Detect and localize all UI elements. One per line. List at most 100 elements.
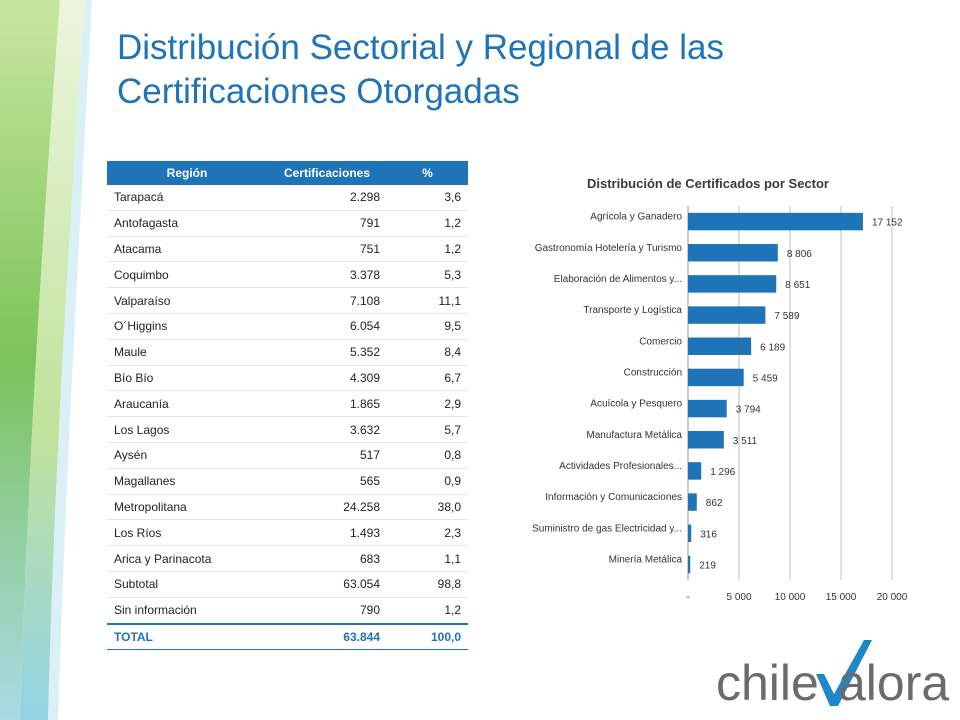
cell-region: Magallanes [107, 468, 267, 495]
table-row: Arica y Parinacota 683 1,1 [107, 545, 468, 572]
category-label: Gastronomía Hotelería y Turismo [535, 243, 683, 254]
category-label: Construcción [624, 367, 682, 378]
table-row: Sin información 790 1,2 [107, 597, 468, 623]
cell-region: Valparaíso [107, 287, 267, 314]
region-table: Región Certificaciones % Tarapacá 2.298 3,… [107, 161, 468, 651]
table-row: Antofagasta 791 1,2 [107, 210, 468, 237]
category-label: Acuícola y Pesquero [590, 399, 682, 410]
cell-certificaciones: 565 [267, 468, 387, 495]
chart-title: Distribución de Certificados por Sector [587, 176, 829, 191]
cell-region: Atacama [107, 236, 267, 263]
value-label: 219 [699, 560, 716, 571]
cell-certificaciones: 3.632 [267, 416, 387, 443]
cell-percent: 0,8 [387, 442, 468, 469]
table-body: Tarapacá 2.298 3,6 Antofagasta 791 1,2 Atacama… [107, 185, 468, 624]
value-label: 8 806 [787, 249, 812, 260]
value-label: 862 [706, 498, 723, 509]
table-row: Coquimbo 3.378 5,3 [107, 261, 468, 289]
cell-certificaciones: 3.378 [267, 261, 387, 289]
cell-region: Los Ríos [107, 519, 267, 547]
cell-percent: 5,7 [387, 416, 468, 443]
cell-certificaciones: 63.054 [267, 571, 387, 598]
cell-percent: 98,8 [387, 571, 468, 598]
bar [688, 306, 766, 324]
table-row: Atacama 751 1,2 [107, 236, 468, 263]
category-label: Actividades Profesionales... [559, 461, 682, 472]
chart-bars [688, 212, 863, 574]
x-tick-label: - [686, 592, 689, 603]
table-row: Los Ríos 1.493 2,3 [107, 519, 468, 547]
chart-value-labels: 17 152 8 806 8 651 7 589 6 189 5 459 3 794 3 51… [699, 218, 903, 572]
table-row: Magallanes 565 0,9 [107, 468, 468, 495]
cell-region: Metropolitana [107, 494, 267, 521]
total-pct: 100,0 [387, 622, 468, 651]
cell-percent: 6,7 [387, 365, 468, 392]
category-label: Transporte y Logística [583, 305, 682, 316]
total-label: TOTAL [107, 622, 267, 651]
x-tick-label: 10 000 [775, 592, 806, 603]
x-tick-label: 5 000 [726, 592, 751, 603]
header-percent: % [387, 161, 468, 185]
cell-certificaciones: 790 [359, 603, 380, 618]
slide-title: Distribución Sectorial y Regional de las… [117, 28, 724, 111]
cell-percent: 5,3 [387, 261, 468, 289]
cell-region: Tarapacá [107, 185, 267, 211]
header-certificaciones: Certificaciones [267, 161, 387, 185]
cell-region: Los Lagos [107, 416, 267, 443]
value-label: 3 511 [733, 436, 758, 447]
category-label: Suministro de gas Electricidad y... [532, 523, 682, 534]
cell-percent: 1,2 [387, 210, 468, 237]
table-row: Metropolitana 24.258 38,0 [107, 494, 468, 521]
value-label: 17 152 [872, 218, 903, 229]
cell-percent: 3,6 [387, 185, 468, 211]
cell-percent: 38,0 [387, 494, 468, 521]
chart-grid [687, 206, 893, 580]
value-label: 3 794 [736, 405, 761, 416]
cell-certificaciones: 1.865 [267, 390, 387, 418]
x-tick-label: 15 000 [826, 592, 857, 603]
cell-region: Bío Bío [107, 365, 267, 392]
bar [688, 462, 702, 480]
category-label: Comercio [639, 336, 682, 347]
cell-percent: 2,3 [387, 519, 468, 547]
decorative-left-strip [0, 0, 100, 720]
cell-region: Araucanía [107, 390, 267, 418]
cell-certificaciones: 2.298 [267, 185, 387, 211]
table-total-row: TOTAL 63.844 100,0 [107, 622, 468, 651]
cell-percent: 1,1 [387, 545, 468, 572]
cell-certificaciones: 6.054 [267, 313, 387, 340]
cell-certificaciones: 7.108 [267, 287, 387, 314]
cell-region: Aysén [107, 442, 267, 469]
category-label: Elaboración de Alimentos y... [554, 274, 682, 285]
bar [688, 524, 692, 542]
cell-region: Subtotal [107, 571, 267, 598]
table-row: Bío Bío 4.309 6,7 [107, 365, 468, 392]
value-label: 8 651 [785, 280, 810, 291]
cell-percent: 11,1 [387, 287, 468, 314]
value-label: 7 589 [774, 311, 799, 322]
value-label: 6 189 [760, 342, 785, 353]
cell-certificaciones: 791 [267, 210, 387, 237]
bar [688, 399, 727, 418]
cell-percent: 9,5 [387, 313, 468, 340]
table-row: Aysén 517 0,8 [107, 442, 468, 469]
table-row: Araucanía 1.865 2,9 [107, 390, 468, 418]
cell-region: Coquimbo [107, 261, 267, 289]
cell-region: Sin información [114, 603, 197, 618]
table-row: Subtotal 63.054 98,8 [107, 571, 468, 598]
x-tick-label: 20 000 [877, 592, 908, 603]
category-label: Agrícola y Ganadero [590, 212, 682, 223]
category-label: Información y Comunicaciones [545, 492, 682, 503]
chart-x-tick-labels: - 5 000 10 000 15 000 20 000 [686, 592, 907, 603]
category-label: Minería Metálica [609, 554, 683, 565]
cell-region: Maule [107, 339, 267, 366]
cell-region: Antofagasta [107, 210, 267, 237]
table-row: O´Higgins 6.054 9,5 [107, 313, 468, 340]
value-label: 316 [700, 529, 717, 540]
sector-bar-chart: Distribución de Certificados por Sector … [532, 176, 908, 603]
value-label: 1 296 [710, 467, 735, 478]
table-row: Maule 5.352 8,4 [107, 339, 468, 366]
bar [688, 212, 863, 231]
cell-percent: 0,9 [387, 468, 468, 495]
cell-percent: 2,9 [387, 390, 468, 418]
